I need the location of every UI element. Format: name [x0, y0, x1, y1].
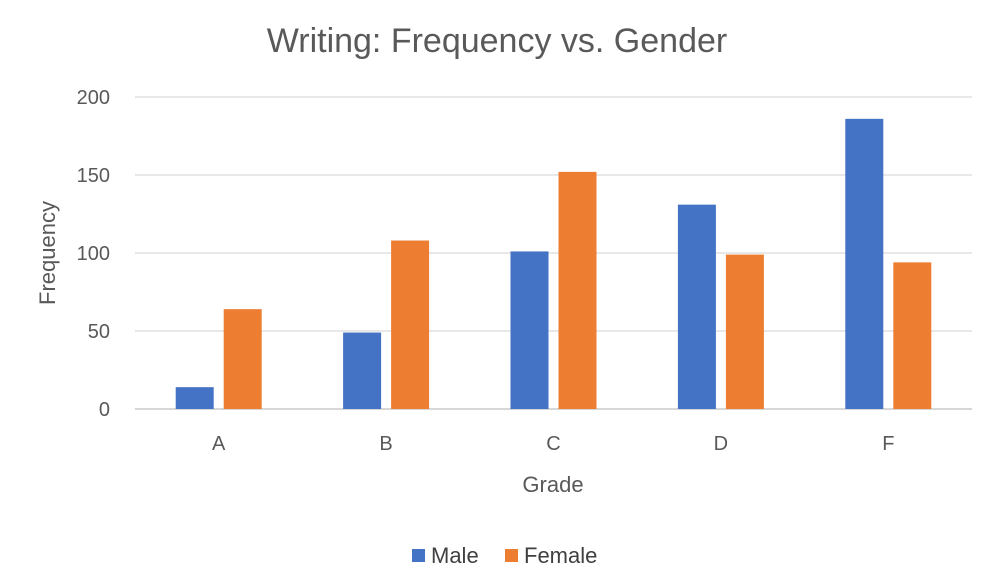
x-tick-label: D — [714, 433, 728, 455]
y-tick-label: 100 — [77, 243, 110, 265]
bar-male-f — [845, 118, 884, 409]
y-tick-label: 200 — [77, 87, 110, 109]
legend-label-female: Female — [524, 543, 597, 568]
bar-female-f — [893, 262, 932, 409]
bar-male-d — [677, 204, 716, 409]
y-axis-title: Frequency — [35, 201, 60, 305]
bar-female-a — [223, 309, 262, 409]
bar-female-c — [558, 171, 597, 409]
legend-swatch-female — [505, 549, 518, 562]
bars — [175, 118, 932, 409]
legend-label-male: Male — [431, 543, 479, 568]
y-tick-label: 50 — [88, 321, 110, 343]
legend-swatch-male — [412, 549, 425, 562]
chart-title: Writing: Frequency vs. Gender — [267, 22, 727, 60]
legend: Male Female — [412, 543, 597, 568]
gridlines — [135, 96, 972, 410]
bar-female-d — [725, 254, 764, 409]
x-tick-label: A — [212, 433, 226, 455]
x-tick-label: F — [882, 433, 894, 455]
bar-male-a — [175, 387, 214, 409]
y-tick-label: 0 — [99, 399, 110, 421]
y-axis: 0 50 100 150 200 — [77, 87, 110, 421]
bar-female-b — [391, 240, 430, 409]
x-axis-title: Grade — [522, 472, 583, 497]
bar-male-c — [510, 251, 549, 409]
x-tick-label: B — [379, 433, 392, 455]
bar-male-b — [343, 332, 382, 409]
x-tick-label: C — [546, 433, 560, 455]
y-tick-label: 150 — [77, 165, 110, 187]
